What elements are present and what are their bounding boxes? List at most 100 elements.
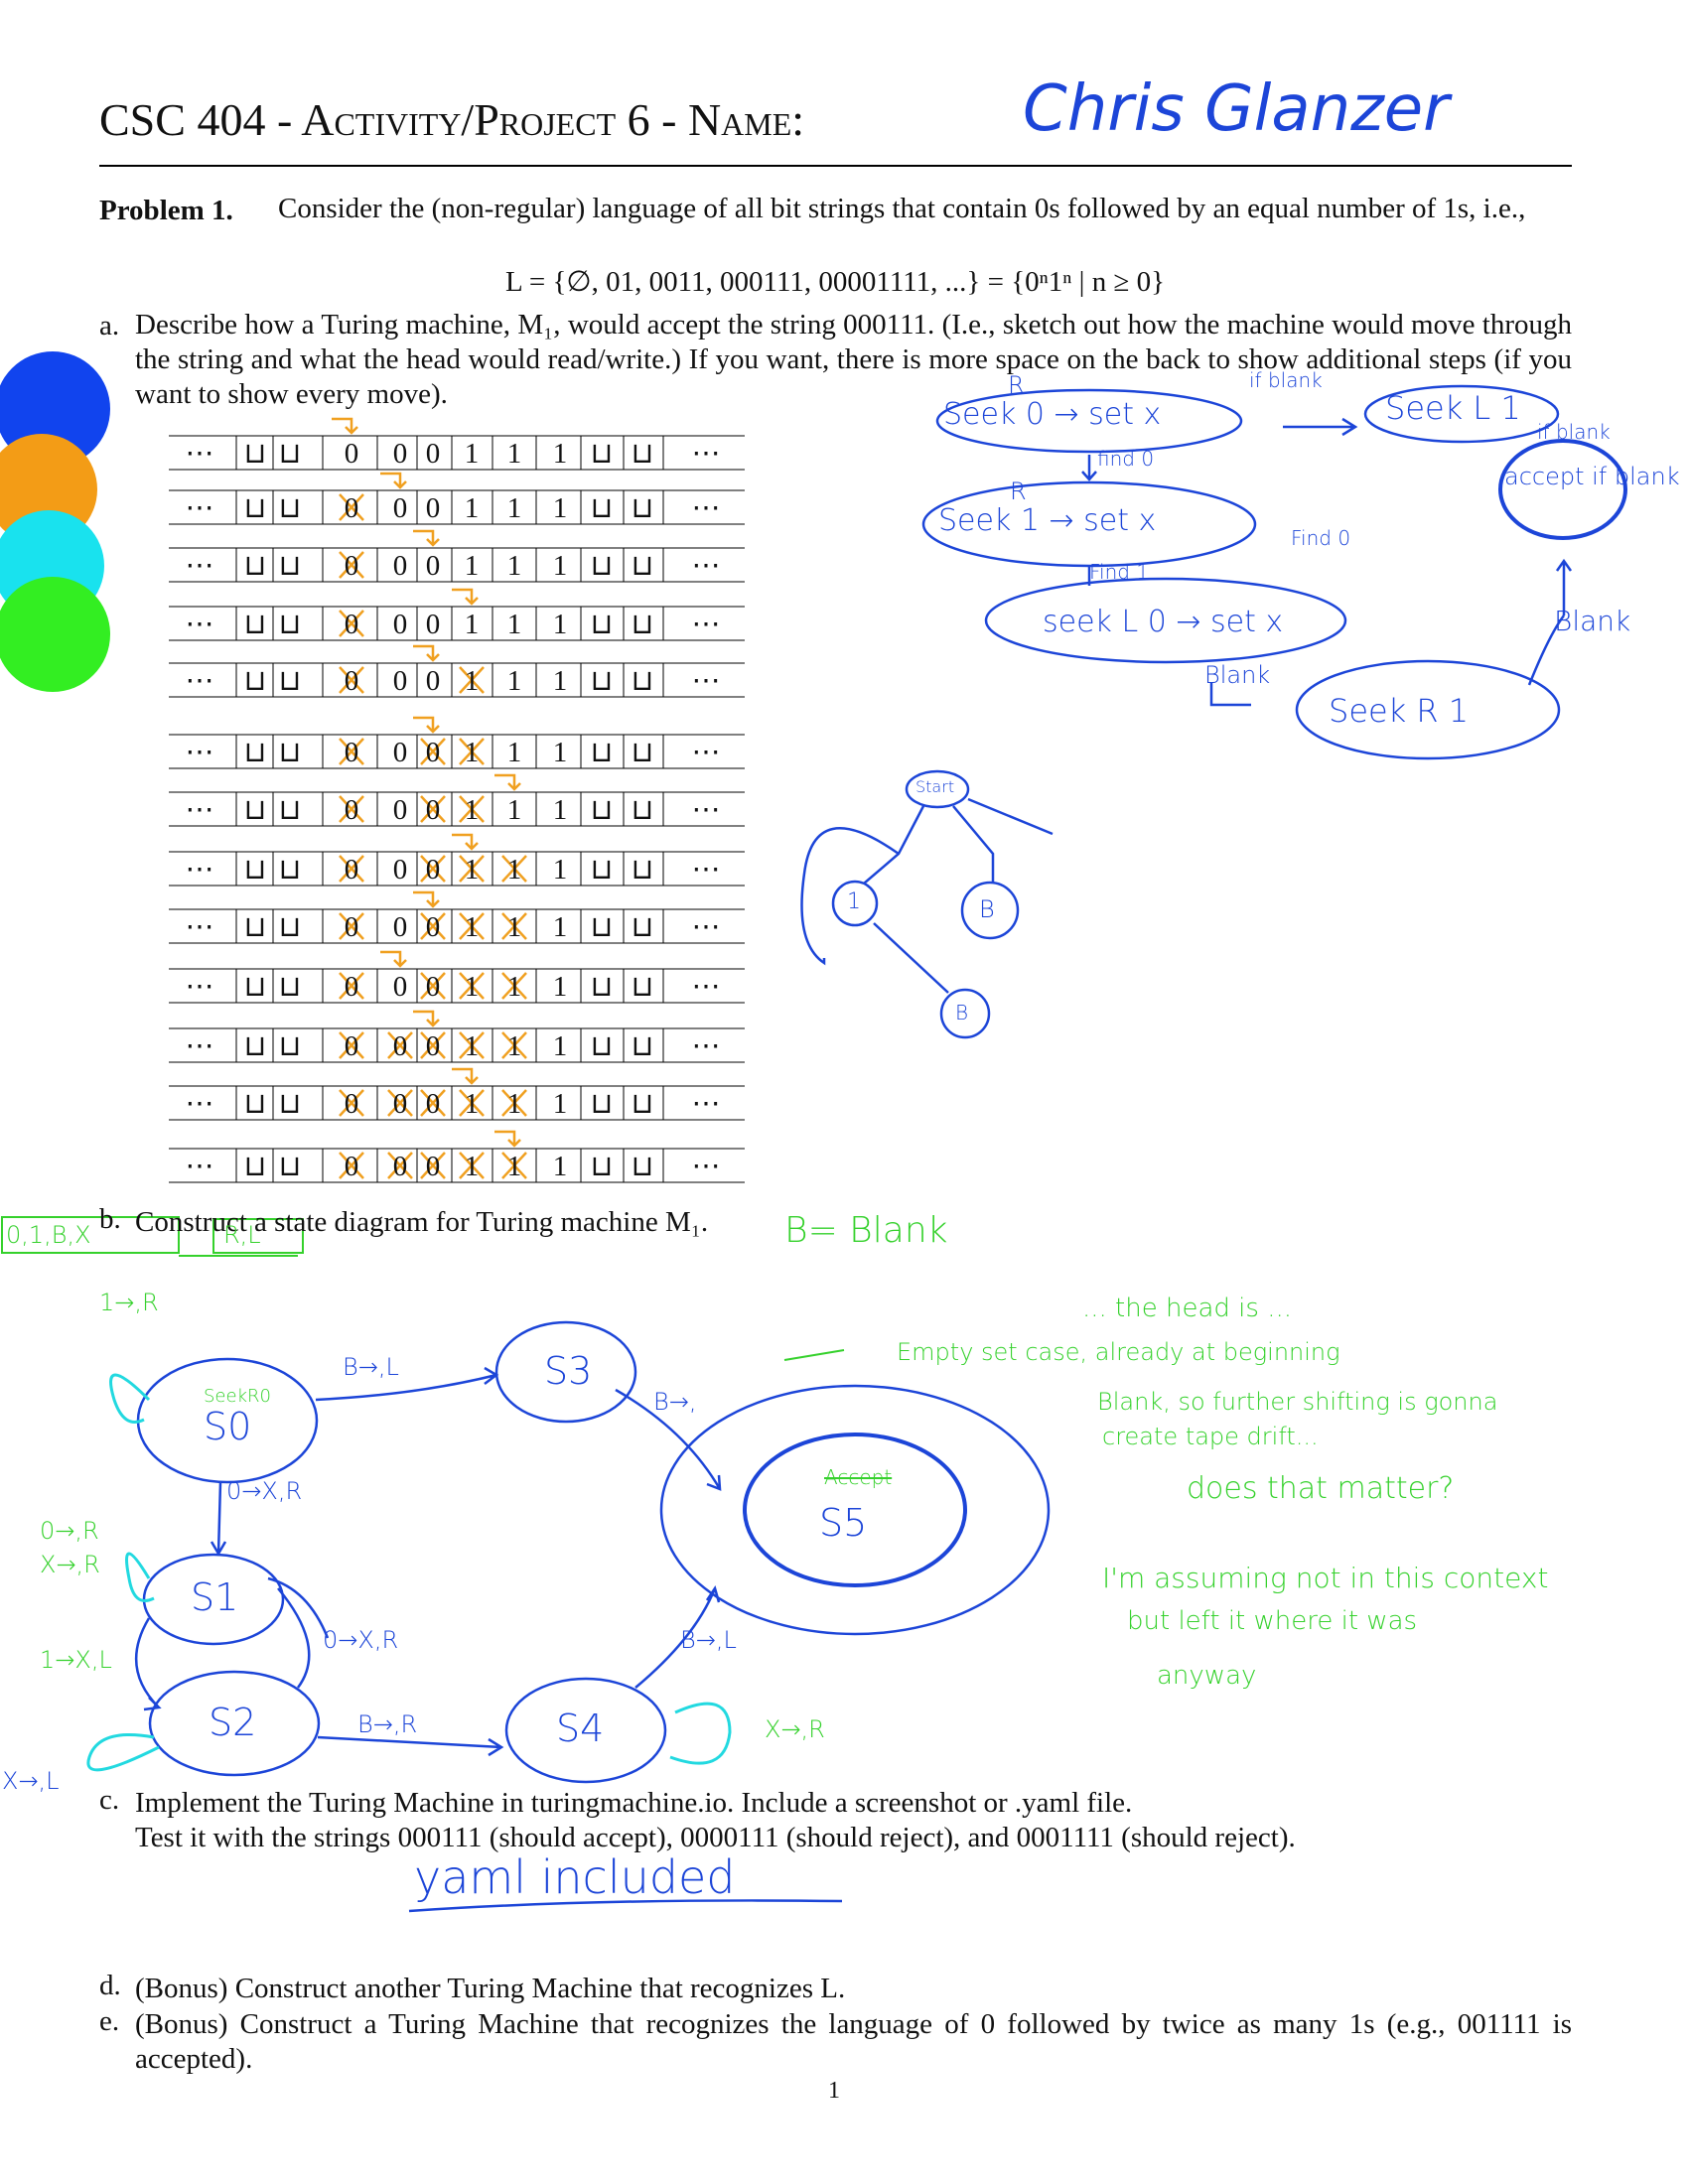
tape-cell: ⋯ xyxy=(185,438,214,470)
underline xyxy=(408,1899,843,1913)
tape-cell: ⋯ xyxy=(185,794,214,826)
tape-cell: ⋯ xyxy=(185,911,214,943)
color-swatch xyxy=(0,577,110,692)
tape-cell: 0 xyxy=(392,911,408,943)
transition-label: 0→X,R xyxy=(226,1477,303,1505)
tape-cell: 0 xyxy=(425,971,441,1003)
part-text: Test it with the strings 000111 (should … xyxy=(135,1822,1296,1853)
tape-cell: ⊔ xyxy=(278,550,302,582)
cross-out xyxy=(387,1089,413,1117)
head-arrow xyxy=(413,890,440,908)
tape-cell: 1 xyxy=(506,438,522,470)
tape-cell: ⋯ xyxy=(691,550,721,582)
tape-cell: 1 xyxy=(506,737,522,768)
state-label: S4 xyxy=(556,1706,605,1750)
part-text: (Bonus) Construct another Turing Machine… xyxy=(135,1973,846,2004)
tape-cell: 1 xyxy=(506,971,522,1003)
tape-cell: ⋯ xyxy=(691,438,721,470)
tree-label: B xyxy=(955,1001,969,1024)
cross-out xyxy=(420,738,446,765)
tape-cell: 0 xyxy=(392,794,408,826)
cross-out xyxy=(339,1089,364,1117)
tape-cell: ⋯ xyxy=(185,971,214,1003)
tape-cell: ⊔ xyxy=(631,665,654,697)
cross-out xyxy=(459,738,485,765)
tape-cell: 1 xyxy=(506,665,522,697)
tape-cell: 1 xyxy=(506,794,522,826)
tape-cell: 0 xyxy=(392,737,408,768)
cross-out xyxy=(339,1152,364,1179)
head-arrow xyxy=(413,1010,440,1027)
head-arrow xyxy=(452,588,479,606)
tape-cell: ⋯ xyxy=(691,665,721,697)
margin-note: Blank, so further shifting is gonna xyxy=(1097,1388,1498,1416)
tape-cell: 1 xyxy=(464,794,480,826)
tape-cell: ⋯ xyxy=(185,492,214,524)
tape-cell: 1 xyxy=(552,971,568,1003)
tape-cell: ⊔ xyxy=(590,1030,614,1062)
cross-out xyxy=(459,972,485,1000)
cross-out xyxy=(420,1031,446,1059)
part-label: b. xyxy=(99,1203,121,1235)
tape-cell: ⋯ xyxy=(185,1151,214,1182)
sketch-note: if blank xyxy=(1249,368,1323,392)
tape-cell: ⊔ xyxy=(243,438,267,470)
tape-cell: 0 xyxy=(425,665,441,697)
tape-cell: 1 xyxy=(464,1151,480,1182)
tape-cell: ⊔ xyxy=(278,737,302,768)
tape-cell: 1 xyxy=(506,854,522,886)
tape-cell: ⊔ xyxy=(278,609,302,640)
margin-note: does that matter? xyxy=(1187,1471,1455,1506)
legend-label: R,L xyxy=(223,1221,261,1249)
tape-cell: ⊔ xyxy=(590,971,614,1003)
tape-cell: 1 xyxy=(506,609,522,640)
problem-text: Consider the (non-regular) language of a… xyxy=(278,193,1526,224)
legend-label: 0,1,B,X xyxy=(6,1221,91,1249)
cross-out xyxy=(339,972,364,1000)
cross-out xyxy=(339,666,364,694)
part-label: c. xyxy=(99,1784,120,1816)
tape-cell: 1 xyxy=(464,609,480,640)
sketch-note: find 0 xyxy=(1097,447,1155,471)
cross-out xyxy=(420,795,446,823)
sketch-note: Find 1 xyxy=(1089,560,1150,584)
sketch-note: Seek R 1 xyxy=(1329,692,1470,730)
tape-cell: ⊔ xyxy=(631,1030,654,1062)
cross-out xyxy=(501,912,527,940)
tree-label: B xyxy=(979,895,995,923)
tape-cell: 0 xyxy=(392,609,408,640)
tape-cell: 0 xyxy=(425,854,441,886)
head-arrow xyxy=(413,716,440,734)
tape-cell: 0 xyxy=(344,1030,359,1062)
sketch-note: Blank xyxy=(1204,661,1271,689)
state-note: SeekR0 xyxy=(204,1386,271,1407)
part-text: Describe how a Turing machine, M₁, would… xyxy=(135,309,1572,410)
tape-cell: ⊔ xyxy=(278,1151,302,1182)
tape-cell: ⋯ xyxy=(691,492,721,524)
tape-cell: ⊔ xyxy=(243,737,267,768)
transition-label: X→,R xyxy=(40,1551,100,1578)
sketch-note: seek L 0 → set x xyxy=(1043,605,1284,639)
legend-boxes xyxy=(1,1216,845,1361)
tape-cell: ⊔ xyxy=(590,911,614,943)
tape-cell: 0 xyxy=(344,911,359,943)
cross-out xyxy=(339,912,364,940)
tape-cell: 0 xyxy=(392,665,408,697)
tree-label: Start xyxy=(915,777,955,796)
tape-cell: ⊔ xyxy=(631,1088,654,1120)
tape-cell: 1 xyxy=(506,492,522,524)
part-label: a. xyxy=(99,310,120,341)
tape-cell: 0 xyxy=(344,438,359,470)
tape-cell: ⊔ xyxy=(631,971,654,1003)
part-text: Implement the Turing Machine in turingma… xyxy=(135,1787,1133,1819)
cross-out xyxy=(459,1031,485,1059)
tape-cell: 0 xyxy=(425,911,441,943)
tape-cell: 1 xyxy=(464,1088,480,1120)
tape-cell: 0 xyxy=(344,854,359,886)
sketch-note: Find 0 xyxy=(1291,526,1351,550)
tape-cell: ⋯ xyxy=(185,1030,214,1062)
tape-cell: 1 xyxy=(464,737,480,768)
tape-cell: ⊔ xyxy=(631,550,654,582)
tape-cell: 1 xyxy=(464,1030,480,1062)
head-arrow xyxy=(413,529,440,547)
